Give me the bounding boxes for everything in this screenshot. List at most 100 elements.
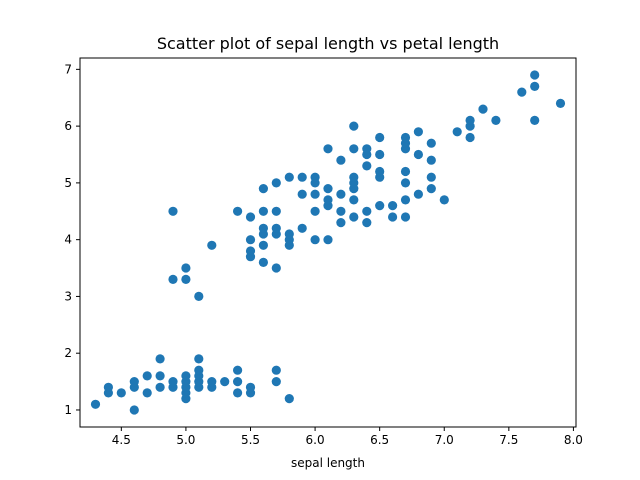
scatter-point <box>323 184 333 194</box>
scatter-point <box>271 223 281 233</box>
y-tick-label: 2 <box>64 346 72 360</box>
scatter-point <box>129 405 139 415</box>
scatter-point <box>400 178 411 188</box>
scatter-point <box>310 206 320 216</box>
scatter-point <box>168 274 178 284</box>
scatter-point <box>233 377 243 387</box>
scatter-point <box>258 240 268 250</box>
y-tick-label: 1 <box>64 403 72 417</box>
scatter-point <box>465 132 475 143</box>
scatter-point <box>284 172 294 182</box>
scatter-point <box>194 365 204 375</box>
scatter-point <box>336 155 346 165</box>
scatter-point <box>297 172 307 182</box>
scatter-point <box>478 104 488 114</box>
y-tick-label: 6 <box>64 119 72 133</box>
scatter-point <box>413 127 423 137</box>
scatter-point <box>426 184 436 194</box>
scatter-point <box>129 377 139 387</box>
scatter-point <box>207 240 217 250</box>
scatter-point <box>530 115 540 125</box>
scatter-point <box>375 149 385 160</box>
scatter-point <box>284 394 294 404</box>
scatter-point <box>426 172 436 182</box>
scatter-point <box>194 291 204 301</box>
scatter-point <box>155 371 165 381</box>
x-tick-label: 4.5 <box>112 433 131 447</box>
scatter-point <box>103 382 113 392</box>
scatter-point <box>116 388 126 398</box>
scatter-point <box>258 206 268 216</box>
scatter-point <box>517 87 527 97</box>
x-tick-label: 8.0 <box>564 433 583 447</box>
scatter-point <box>400 132 411 143</box>
y-tick-label: 7 <box>64 62 72 76</box>
scatter-point <box>349 121 359 131</box>
scatter-point <box>245 212 256 222</box>
scatter-point <box>349 172 359 182</box>
scatter-point <box>194 354 204 364</box>
scatter-point <box>155 354 165 364</box>
scatter-point <box>323 235 333 245</box>
scatter-point <box>349 195 359 205</box>
scatter-point <box>168 206 178 216</box>
scatter-point <box>271 263 281 273</box>
scatter-point <box>362 144 372 154</box>
axes-frame <box>79 57 577 428</box>
scatter-point <box>465 115 475 125</box>
scatter-point <box>233 206 243 216</box>
scatter-point <box>336 206 346 216</box>
scatter-point <box>233 365 243 375</box>
scatter-point <box>491 115 501 125</box>
x-tick-label: 6.5 <box>370 433 389 447</box>
x-tick-label: 7.0 <box>435 433 454 447</box>
scatter-point <box>258 184 268 194</box>
scatter-point <box>271 206 281 216</box>
scatter-point <box>530 70 540 80</box>
scatter-point <box>258 223 268 233</box>
scatter-point <box>362 161 372 171</box>
scatter-point <box>310 235 320 245</box>
scatter-point <box>181 274 191 284</box>
y-tick-label: 4 <box>64 233 72 247</box>
scatter-point <box>400 195 411 205</box>
scatter-point <box>181 371 191 381</box>
scatter-point <box>375 201 385 211</box>
x-tick-label: 6.0 <box>306 433 325 447</box>
scatter-point <box>220 377 230 387</box>
scatter-point <box>426 138 436 148</box>
scatter-point <box>181 263 191 273</box>
scatter-point <box>245 235 256 245</box>
scatter-point <box>426 155 436 165</box>
scatter-point <box>336 218 346 228</box>
scatter-point <box>388 212 398 222</box>
scatter-point <box>284 229 294 239</box>
scatter-point <box>555 98 566 108</box>
scatter-point <box>323 144 333 154</box>
scatter-point <box>207 377 217 387</box>
scatter-point <box>297 189 307 199</box>
scatter-point <box>400 212 411 222</box>
scatter-point <box>271 365 281 375</box>
scatter-point <box>142 371 152 381</box>
x-axis-label: sepal length <box>291 456 365 470</box>
scatter-point <box>439 195 449 205</box>
scatter-point <box>375 132 385 143</box>
scatter-point <box>413 149 423 160</box>
y-tick-label: 3 <box>64 289 72 303</box>
x-tick-label: 5.0 <box>176 433 195 447</box>
scatter-point <box>310 172 320 182</box>
scatter-point <box>245 246 256 256</box>
y-axis: 1 2 3 4 5 6 7 <box>64 62 80 417</box>
chart-title: Scatter plot of sepal length vs petal le… <box>157 34 499 53</box>
x-axis: 4.5 5.0 5.5 6.0 6.5 7.0 7.5 8.0 <box>112 427 583 447</box>
scatter-point <box>349 212 359 222</box>
scatter-point <box>271 377 281 387</box>
y-tick-label: 5 <box>64 176 72 190</box>
scatter-point <box>400 166 411 177</box>
scatter-point <box>336 189 346 199</box>
scatter-point <box>90 399 101 409</box>
scatter-point <box>258 257 268 267</box>
scatter-point <box>362 218 372 228</box>
